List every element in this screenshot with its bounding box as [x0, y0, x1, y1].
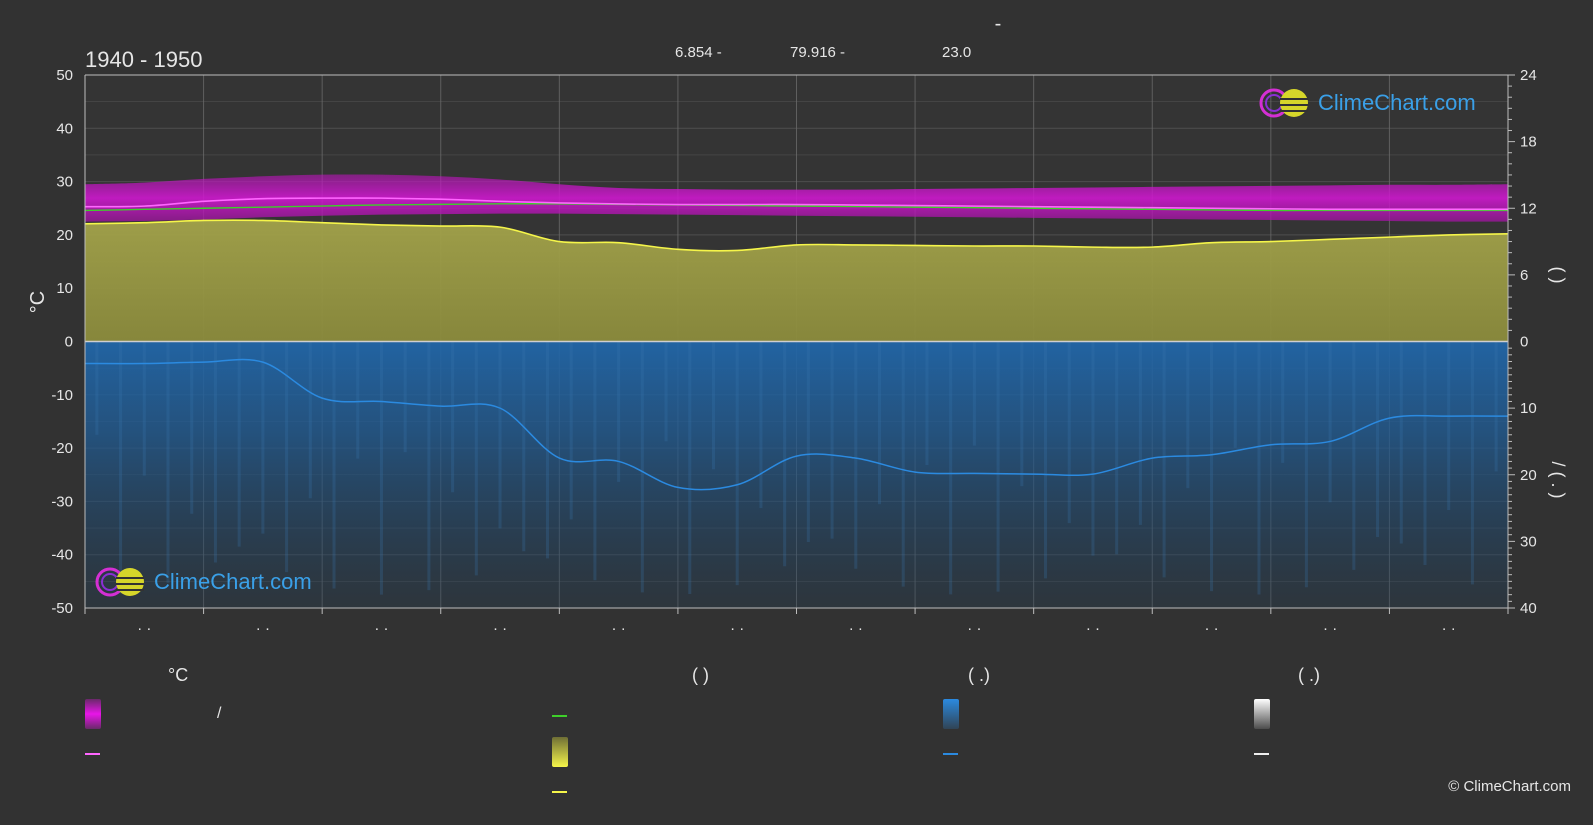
- legend-daylight: [552, 715, 567, 717]
- climechart-logo-icon: [1259, 88, 1308, 118]
- watermark-bottom: ClimeChart.com: [94, 565, 312, 599]
- left-tick-label: 0: [65, 334, 73, 351]
- rain-swatch: [943, 699, 959, 729]
- legend-rain-mean: [943, 753, 958, 755]
- period-label: 1940 - 1950: [85, 47, 202, 72]
- watermark-brand: ClimeChart.com: [154, 569, 312, 594]
- legend-sunshine-mean: [552, 791, 567, 793]
- legend-snow: [1254, 699, 1270, 729]
- month-tick-label: · ·: [374, 620, 388, 637]
- precipitation-area: [85, 341, 1508, 608]
- left-tick-label: 40: [56, 120, 73, 137]
- left-tick-label: -40: [51, 547, 73, 564]
- snow-swatch: [1254, 699, 1270, 729]
- sunshine-mean-swatch: [552, 791, 567, 793]
- legend-snow-heading: ( .): [1298, 665, 1320, 685]
- copyright: © ClimeChart.com: [1448, 778, 1571, 795]
- left-tick-label: -30: [51, 493, 73, 510]
- latitude-label: 6.854 -: [675, 44, 722, 61]
- legend-temp-range: /: [85, 699, 221, 729]
- right-bottom-tick-label: 30: [1520, 533, 1537, 550]
- month-tick-label: · ·: [1442, 620, 1456, 637]
- month-tick-label: · ·: [849, 620, 863, 637]
- month-tick-label: · ·: [1086, 620, 1100, 637]
- month-tick-label: · ·: [967, 620, 981, 637]
- sunshine-line: [84, 219, 1509, 252]
- axes: 50 40 30 20 10 0 -10 -20 -30 -40 -50 24 18 12 6 0 10 20 30…: [51, 67, 1536, 637]
- precipitation-line: [84, 358, 1509, 491]
- right-bottom-tick-label: 10: [1520, 400, 1537, 417]
- month-tick-label: · ·: [493, 620, 507, 637]
- left-tick-label: 50: [56, 67, 73, 84]
- legend-temp-mean: [85, 753, 100, 755]
- month-tick-label: · ·: [730, 620, 744, 637]
- right-top-tick-label: 12: [1520, 200, 1537, 217]
- right-top-tick-label: 6: [1520, 267, 1528, 284]
- month-tick-label: · ·: [1204, 620, 1218, 637]
- left-tick-label: -10: [51, 387, 73, 404]
- left-tick-label: -20: [51, 440, 73, 457]
- chart-title: -: [995, 13, 1002, 35]
- data-areas: [85, 174, 1508, 608]
- right-top-tick-label: 24: [1520, 67, 1537, 84]
- temperature-mean-line: [84, 197, 1508, 211]
- right-axis-top-label: ( ): [1548, 267, 1568, 284]
- month-tick-label: · ·: [612, 620, 626, 637]
- legend-rain: [943, 699, 959, 729]
- rain-mean-swatch: [943, 753, 958, 755]
- right-bottom-tick-label: 40: [1520, 600, 1537, 617]
- legend-rain-heading: ( .): [968, 665, 990, 685]
- temp-range-label: /: [217, 705, 222, 722]
- daylight-swatch: [552, 715, 567, 717]
- left-tick-label: 10: [56, 280, 73, 297]
- data-lines: [84, 197, 1509, 491]
- left-tick-label: -50: [51, 600, 73, 617]
- temp-mean-swatch: [85, 753, 100, 755]
- month-tick-label: · ·: [256, 620, 270, 637]
- legend-temperature-heading: °C: [168, 665, 189, 685]
- sunshine-area: [85, 220, 1508, 342]
- left-axis-unit: °C: [27, 291, 49, 313]
- right-axis-bottom-label: / ( . ): [1548, 462, 1568, 499]
- right-top-tick-label: 18: [1520, 134, 1537, 151]
- month-tick-label: · ·: [1323, 620, 1337, 637]
- climechart-logo-icon: [95, 567, 144, 597]
- watermark-top: ClimeChart.com: [1258, 86, 1476, 120]
- right-top-tick-label: 0: [1520, 334, 1528, 351]
- legend-snow-mean: [1254, 753, 1269, 755]
- right-bottom-tick-label: 20: [1520, 467, 1537, 484]
- month-tick-label: · ·: [137, 620, 151, 637]
- snow-mean-swatch: [1254, 753, 1269, 755]
- watermark-brand: ClimeChart.com: [1318, 90, 1476, 115]
- temp-range-swatch: [85, 699, 101, 729]
- daylight-line: [84, 203, 1508, 212]
- legend-sunshine: [552, 737, 568, 767]
- longitude-label: 79.916 -: [790, 44, 845, 61]
- sunshine-swatch: [552, 737, 568, 767]
- elevation-label: 23.0: [942, 44, 971, 61]
- left-tick-label: 20: [56, 227, 73, 244]
- left-tick-label: 30: [56, 174, 73, 191]
- legend-sun-heading: ( ): [692, 665, 709, 685]
